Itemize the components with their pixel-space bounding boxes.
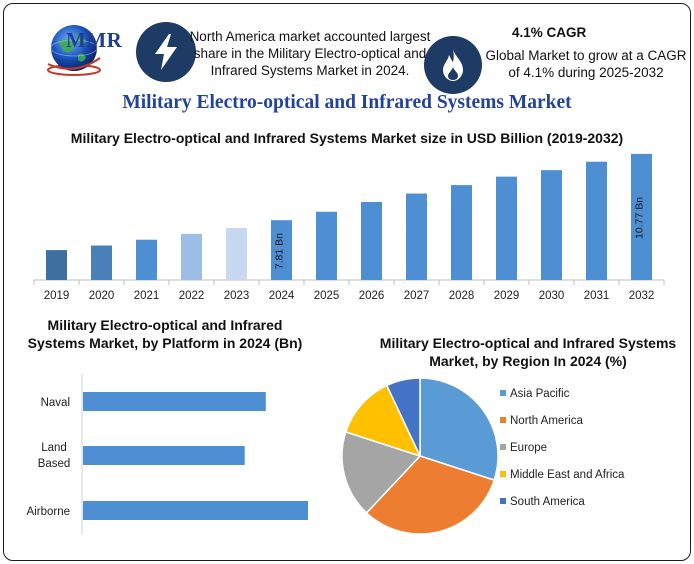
x-tick-label-2028: 2028: [449, 290, 475, 302]
bar-2023: [226, 228, 247, 280]
pie-slice-north-america: [365, 455, 496, 535]
x-tick-label-2023: 2023: [224, 290, 250, 302]
bar-2024: [271, 220, 292, 280]
market-size-bar-chart: 2019 2020 2021 2022 2023 2024 7.81 Bn 2025 2026 2…: [33, 153, 665, 302]
globe-logo-icon: [47, 25, 101, 76]
legend-label-south-america: South America: [510, 496, 585, 508]
bar-2029: [496, 176, 517, 280]
legend-label-europe: Europe: [510, 442, 547, 454]
cagr-text: Global Market to grow at a CAGR of 4.1% …: [485, 48, 687, 80]
bar-2020: [91, 245, 112, 280]
bar-2032: [631, 153, 652, 280]
legend-swatch-middle-east-and-africa: [500, 471, 506, 477]
platform-bar-airborne: [83, 501, 308, 520]
pie-slice-asia-pacific: [419, 377, 499, 482]
cagr-title: 4.1% CAGR: [512, 25, 587, 40]
bar-2021: [136, 239, 157, 280]
x-tick-label-2022: 2022: [179, 290, 205, 302]
platform-label-naval: Naval: [41, 397, 70, 409]
bar-2022: [181, 233, 202, 280]
x-tick-label-2020: 2020: [89, 290, 115, 302]
bar-2025: [316, 211, 337, 280]
x-tick-label-2027: 2027: [404, 290, 430, 302]
legend-label-middle-east-and-africa: Middle East and Africa: [510, 469, 625, 481]
platform-label-land-based: Land: [41, 442, 67, 454]
legend-swatch-south-america: [500, 498, 506, 504]
data-label-2024: 7.81 Bn: [274, 233, 286, 269]
legend-label-asia-pacific: Asia Pacific: [510, 388, 570, 400]
x-tick-label-2031: 2031: [584, 290, 610, 302]
platform-chart-title: Military Electro-optical and Infrared Sy…: [27, 317, 303, 351]
platform-bar-naval: [83, 392, 266, 411]
x-tick-label-2030: 2030: [539, 290, 565, 302]
pie-slice-south-america: [385, 377, 421, 457]
platform-bar-chart: Naval Land Based Airborne: [27, 374, 308, 535]
pie-slice-europe: [341, 430, 422, 514]
x-tick-label-2024: 2024: [269, 290, 295, 302]
bar-2028: [451, 185, 472, 280]
x-tick-label-2021: 2021: [134, 290, 160, 302]
region-pie-chart: Asia Pacific North America Europe Middle Ea…: [341, 377, 625, 535]
legend-swatch-asia-pacific: [500, 390, 506, 396]
main-title: Military Electro-optical and Infrared Sy…: [122, 92, 572, 113]
legend-swatch-north-america: [500, 417, 506, 423]
legend-swatch-europe: [500, 444, 506, 450]
bar-2030: [541, 170, 562, 280]
bar-2027: [406, 193, 427, 280]
region-chart-title: Military Electro-optical and Infrared Sy…: [379, 335, 677, 369]
north-america-text: North America market accounted largest s…: [189, 29, 431, 78]
bar-chart-title: Military Electro-optical and Infrared Sy…: [70, 130, 624, 146]
x-tick-label-2019: 2019: [44, 290, 70, 302]
bar-2019: [46, 250, 67, 280]
x-tick-label-2029: 2029: [494, 290, 520, 302]
lightning-bolt-icon: [136, 22, 196, 82]
data-label-2032: 10.77 Bn: [634, 197, 646, 239]
x-tick-label-2032: 2032: [629, 290, 655, 302]
x-tick-label-2026: 2026: [359, 290, 385, 302]
platform-bar-land-based: [83, 446, 245, 465]
flame-icon: [424, 36, 482, 94]
bar-2026: [361, 202, 382, 280]
platform-label-airborne: Airborne: [27, 506, 70, 518]
logo-text: MMR: [66, 28, 123, 52]
bar-2031: [586, 161, 607, 280]
platform-label-land-based: Based: [38, 458, 71, 470]
legend-label-north-america: North America: [510, 415, 583, 427]
x-tick-label-2025: 2025: [314, 290, 340, 302]
pie-slice-middle-east-and-africa: [344, 384, 422, 458]
